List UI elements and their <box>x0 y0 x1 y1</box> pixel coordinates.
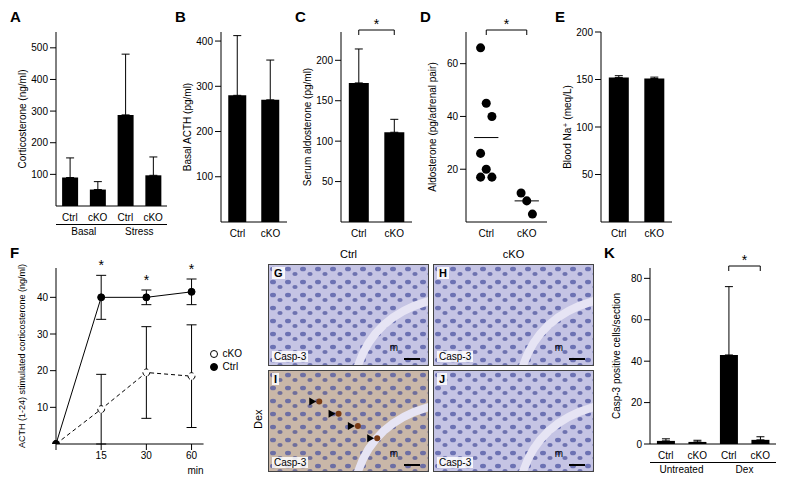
svg-text:400: 400 <box>31 74 48 85</box>
svg-text:Basal ACTH (pg/ml): Basal ACTH (pg/ml) <box>182 83 193 171</box>
svg-text:Ctrl: Ctrl <box>658 450 674 461</box>
html-text:G: G <box>274 267 283 279</box>
svg-text:Ctrl: Ctrl <box>478 228 494 239</box>
html-text:m: m <box>554 448 563 459</box>
html-text:Ctrl: Ctrl <box>222 361 239 372</box>
svg-text:cKO: cKO <box>688 450 708 461</box>
html-text:Casp-3: Casp-3 <box>439 351 472 362</box>
svg-text:100: 100 <box>576 122 593 133</box>
svg-text:40: 40 <box>631 356 643 367</box>
svg-text:20: 20 <box>631 397 643 408</box>
svg-text:Ctrl: Ctrl <box>721 450 737 461</box>
svg-text:100: 100 <box>316 136 333 147</box>
svg-text:min: min <box>187 465 203 476</box>
html-text:C: C <box>295 8 306 25</box>
svg-text:Blood Na⁺ (meq/L): Blood Na⁺ (meq/L) <box>562 85 573 169</box>
svg-text:Casp-3 positive cells/section: Casp-3 positive cells/section <box>611 293 622 419</box>
svg-text:500: 500 <box>31 42 48 53</box>
svg-text:400: 400 <box>196 36 213 47</box>
svg-text:Ctrl: Ctrl <box>230 228 246 239</box>
html-text:A: A <box>10 8 21 25</box>
html-text:B: B <box>175 8 186 25</box>
html-text:Casp-3: Casp-3 <box>274 457 307 468</box>
html-text:Untreated: Untreated <box>659 464 704 475</box>
svg-text:Ctrl: Ctrl <box>118 212 134 223</box>
svg-text:60: 60 <box>447 58 459 69</box>
svg-text:cKO: cKO <box>385 228 405 239</box>
svg-text:200: 200 <box>316 55 333 66</box>
html-text:Dex: Dex <box>735 464 754 475</box>
svg-text:*: * <box>504 16 510 32</box>
html-text:Stress: Stress <box>125 226 154 237</box>
svg-text:*: * <box>374 16 380 32</box>
html-text:Ctrl: Ctrl <box>339 248 357 260</box>
html-text:m: m <box>389 448 398 459</box>
html-text:Basal: Basal <box>71 226 97 237</box>
html-text:m: m <box>389 342 398 353</box>
svg-text:*: * <box>144 272 150 288</box>
html-text:Casp-3: Casp-3 <box>274 351 307 362</box>
html-text:cKO: cKO <box>502 248 525 260</box>
svg-text:300: 300 <box>31 106 48 117</box>
html-text:I: I <box>274 373 278 385</box>
svg-text:200: 200 <box>31 137 48 148</box>
svg-text:40: 40 <box>447 111 459 122</box>
svg-text:cKO: cKO <box>751 450 771 461</box>
svg-text:cKO: cKO <box>88 212 108 223</box>
svg-text:100: 100 <box>31 169 48 180</box>
svg-text:*: * <box>189 261 195 277</box>
svg-text:10: 10 <box>37 402 49 413</box>
html-text:Casp-3: Casp-3 <box>439 457 472 468</box>
html-text:F: F <box>10 244 20 261</box>
svg-text:30: 30 <box>37 329 49 340</box>
svg-text:cKO: cKO <box>143 212 163 223</box>
html-text:cKO: cKO <box>222 348 242 359</box>
svg-text:40: 40 <box>37 292 49 303</box>
svg-text:20: 20 <box>447 164 459 175</box>
html-text:J: J <box>439 373 446 385</box>
svg-text:Aldosterone (pg/adrenal pair): Aldosterone (pg/adrenal pair) <box>427 62 438 192</box>
svg-text:100: 100 <box>196 171 213 182</box>
html-text:K: K <box>604 244 615 261</box>
svg-text:150: 150 <box>316 95 333 106</box>
svg-text:cKO: cKO <box>517 228 537 239</box>
html-text:E: E <box>555 8 565 25</box>
svg-text:0: 0 <box>636 439 642 450</box>
svg-text:cKO: cKO <box>261 228 281 239</box>
html-text:H: H <box>439 267 447 279</box>
svg-text:Ctrl: Ctrl <box>351 228 367 239</box>
svg-text:300: 300 <box>196 81 213 92</box>
svg-text:Corticosterone (ng/ml): Corticosterone (ng/ml) <box>17 70 28 169</box>
svg-text:ACTH (1-24) stimulated cortico: ACTH (1-24) stimulated corticosterone (n… <box>17 264 27 448</box>
svg-text:200: 200 <box>576 27 593 38</box>
svg-text:60: 60 <box>631 314 643 325</box>
svg-text:15: 15 <box>96 450 108 461</box>
html-text:D: D <box>420 8 431 25</box>
svg-text:20: 20 <box>37 365 49 376</box>
svg-text:Ctrl: Ctrl <box>611 228 627 239</box>
html-text:m: m <box>554 342 563 353</box>
svg-text:200: 200 <box>196 126 213 137</box>
svg-text:Ctrl: Ctrl <box>62 212 78 223</box>
svg-text:60: 60 <box>186 450 198 461</box>
svg-text:50: 50 <box>322 176 334 187</box>
svg-text:*: * <box>98 257 104 273</box>
svg-text:*: * <box>742 252 748 268</box>
svg-text:50: 50 <box>582 169 594 180</box>
svg-text:80: 80 <box>631 273 643 284</box>
html-text:Dex: Dex <box>252 409 264 429</box>
svg-text:Serum aldosterone (pg/ml): Serum aldosterone (pg/ml) <box>302 68 313 186</box>
svg-text:150: 150 <box>576 74 593 85</box>
svg-text:cKO: cKO <box>645 228 665 239</box>
svg-text:30: 30 <box>141 450 153 461</box>
